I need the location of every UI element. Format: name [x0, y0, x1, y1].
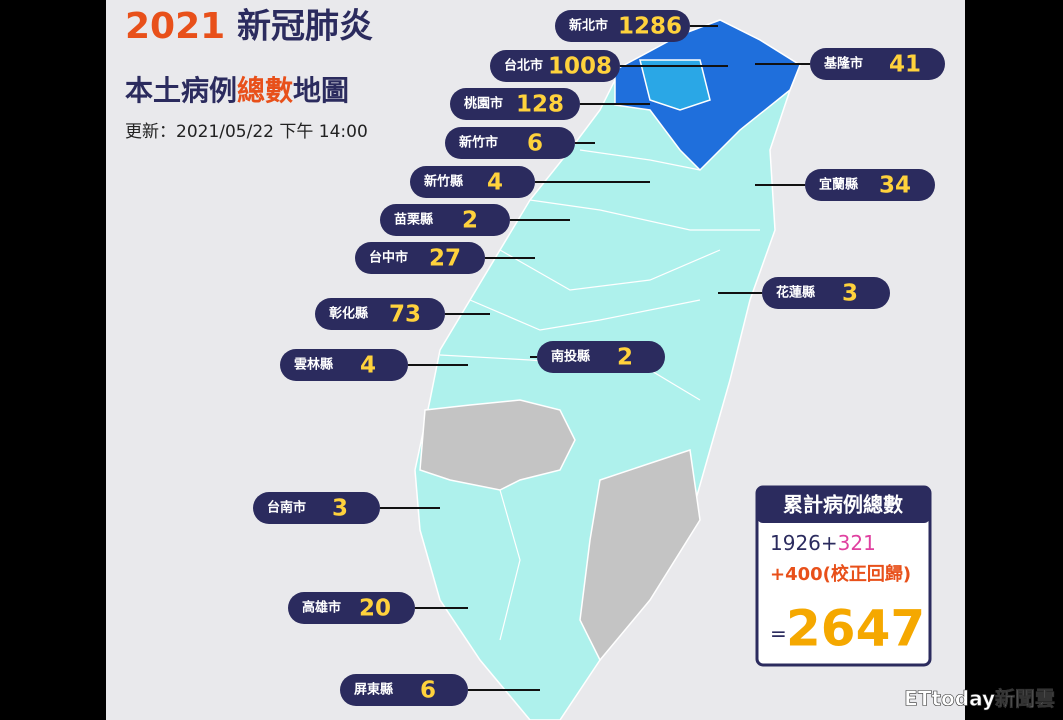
- region-name: 新竹市: [459, 135, 498, 151]
- title-year: 2021: [125, 6, 225, 47]
- total-box: 累計病例總數 1926+321 +400(校正回歸) = 2647: [755, 485, 932, 667]
- region-cases: 128: [516, 92, 564, 118]
- region-name: 台南市: [267, 500, 306, 516]
- total-base: 1926+: [770, 531, 838, 555]
- label-pill: [810, 48, 945, 80]
- title: 新冠肺炎: [237, 7, 373, 47]
- update-time: 更新：2021/05/22 下午 14:00: [125, 122, 368, 142]
- border: [469, 299, 701, 331]
- label-pill: [253, 492, 380, 524]
- region-name: 台中市: [369, 250, 408, 266]
- label-pill: [410, 166, 535, 198]
- border: [499, 489, 521, 641]
- total-added: 321: [838, 531, 876, 555]
- border: [529, 199, 760, 231]
- region-cases: 73: [389, 302, 421, 328]
- border: [499, 249, 721, 291]
- total-line1: 1926+321: [770, 531, 876, 555]
- region-name: 宜蘭縣: [819, 177, 858, 193]
- region-cases: 1286: [618, 14, 682, 40]
- region-cases: 27: [429, 246, 461, 272]
- label-pill: [445, 127, 575, 159]
- region-borders: [439, 149, 760, 641]
- region-cases: 3: [332, 496, 348, 522]
- label-pill: [315, 298, 445, 330]
- total-header: [757, 487, 930, 523]
- region-name: 新北市: [569, 18, 608, 34]
- region-cases: 41: [889, 52, 921, 78]
- region-name: 南投縣: [551, 349, 590, 365]
- region-cases: 1008: [548, 54, 612, 80]
- region-name: 彰化縣: [329, 306, 368, 322]
- label-pill: [355, 242, 485, 274]
- label-pill: [555, 10, 690, 42]
- watermark: ETtoday新聞雲: [904, 687, 1055, 711]
- label-pill: [450, 88, 580, 120]
- region-cases: 3: [842, 281, 858, 307]
- region-taipei: [639, 59, 711, 111]
- no-data-region: [419, 399, 576, 491]
- total-corrected: +400(校正回歸): [770, 563, 911, 585]
- no-data-region: [579, 449, 701, 662]
- label-pill: [490, 50, 620, 82]
- region-cases: 4: [487, 170, 503, 196]
- region-cases: 4: [360, 353, 376, 379]
- subtitle-a: 本土病例: [125, 74, 237, 107]
- label-pill: [280, 349, 408, 381]
- region-cases: 6: [420, 678, 436, 704]
- total-sum: 2647: [786, 600, 925, 658]
- region-name: 屏東縣: [354, 682, 393, 698]
- region-name: 苗栗縣: [394, 212, 433, 228]
- region-name: 高雄市: [302, 600, 341, 616]
- region-cases: 2: [617, 345, 633, 371]
- label-pill: [805, 169, 935, 201]
- total-equals: =: [770, 622, 787, 646]
- label-pill: [380, 204, 510, 236]
- region-cases: 20: [359, 596, 391, 622]
- border: [579, 149, 701, 171]
- label-pill: [288, 592, 415, 624]
- region-name: 桃園市: [464, 96, 503, 112]
- region-cases: 34: [879, 173, 911, 199]
- label-pill: [762, 277, 890, 309]
- region-name: 花蓮縣: [776, 285, 815, 301]
- region-name: 基隆市: [823, 56, 863, 72]
- subtitle-c: 地圖: [293, 74, 349, 107]
- region-cases: 2: [462, 208, 478, 234]
- region-name: 台北市: [504, 58, 543, 74]
- region-name: 雲林縣: [294, 357, 333, 373]
- subtitle: 本土病例總數地圖: [125, 74, 349, 107]
- label-pill: [537, 341, 665, 373]
- label-pill: [340, 674, 468, 706]
- total-title: 累計病例總數: [783, 493, 903, 517]
- region-cases: 6: [527, 131, 543, 157]
- region-name: 新竹縣: [424, 174, 463, 190]
- subtitle-b: 總數: [237, 74, 293, 107]
